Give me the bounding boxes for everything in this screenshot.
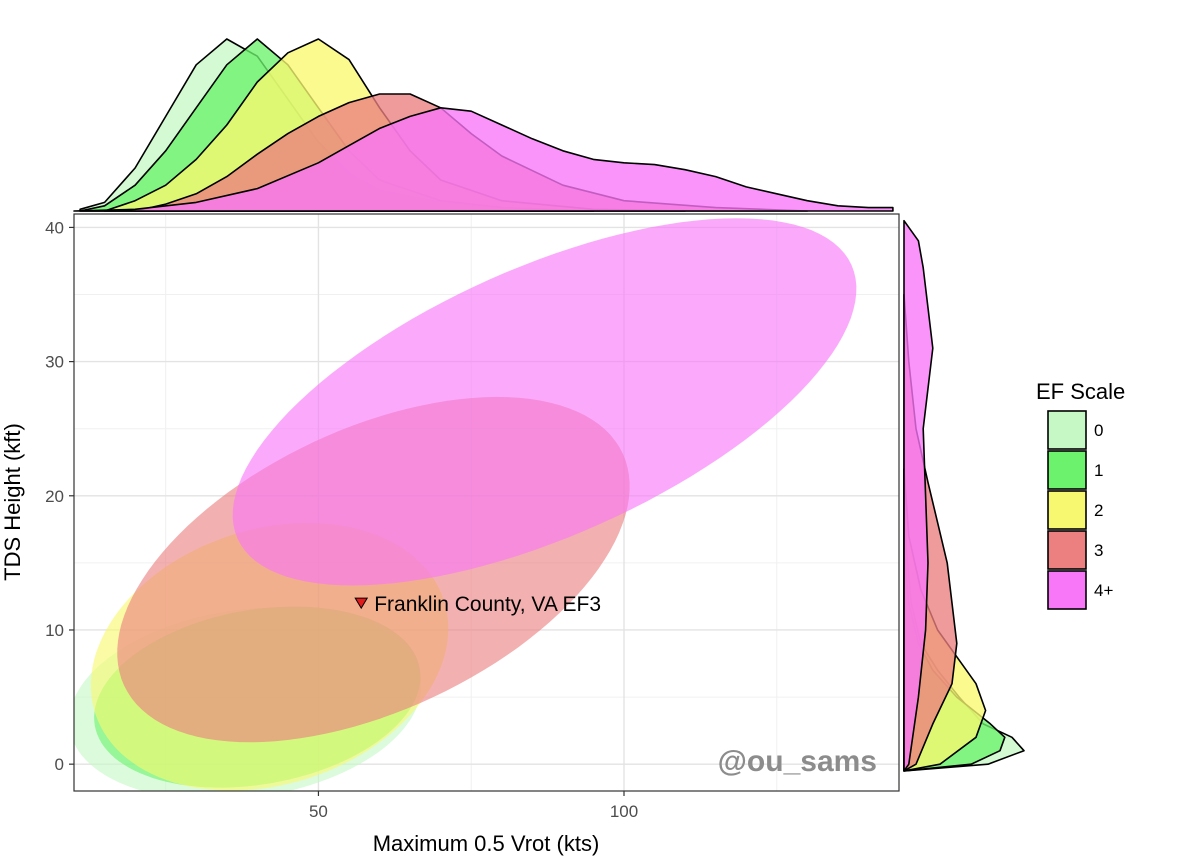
legend-title: EF Scale [1036, 379, 1125, 404]
x-tick-label-1: 100 [610, 802, 638, 821]
y-axis: 0 10 20 30 40 [45, 218, 74, 774]
legend-label-2: 2 [1094, 501, 1103, 520]
panel-border [73, 213, 900, 792]
franklin-county-label: Franklin County, VA EF3 [374, 593, 601, 616]
watermark-handle: @ou_sams [718, 745, 877, 778]
top-marginal-density [73, 38, 894, 212]
confidence-ellipses [74, 218, 857, 791]
legend-key-3 [1047, 530, 1087, 570]
legend-label-1: 1 [1094, 461, 1103, 480]
legend-key-4 [1047, 570, 1087, 610]
y-axis-title: TDS Height (kft) [0, 423, 25, 581]
legend-key-2 [1047, 490, 1087, 530]
legend-key-0 [1047, 410, 1087, 450]
top-density-ef-4plus [73, 107, 894, 212]
annotation-group: Franklin County, VA EF3 [354, 593, 601, 616]
legend-key-1 [1047, 450, 1087, 490]
legend-label-4: 4+ [1094, 581, 1113, 600]
legend-label-0: 0 [1094, 421, 1103, 440]
y-tick-label-0: 0 [55, 755, 64, 774]
legend-label-3: 3 [1094, 541, 1103, 560]
y-tick-label-1: 10 [45, 621, 64, 640]
ellipse-ef-4plus [232, 218, 857, 586]
y-tick-label-3: 30 [45, 353, 64, 372]
right-density-ef-4plus [903, 219, 934, 772]
x-tick-label-0: 50 [309, 802, 328, 821]
legend: EF Scale 0 1 2 3 4+ [1036, 379, 1125, 610]
franklin-county-marker [354, 597, 369, 610]
right-marginal-density [903, 219, 1025, 772]
y-tick-label-4: 40 [45, 218, 64, 237]
x-axis: 50 100 [309, 791, 638, 821]
x-axis-title: Maximum 0.5 Vrot (kts) [373, 831, 600, 856]
y-tick-label-2: 20 [45, 487, 64, 506]
main-panel: Franklin County, VA EF3 @ou_sams [73, 213, 900, 792]
